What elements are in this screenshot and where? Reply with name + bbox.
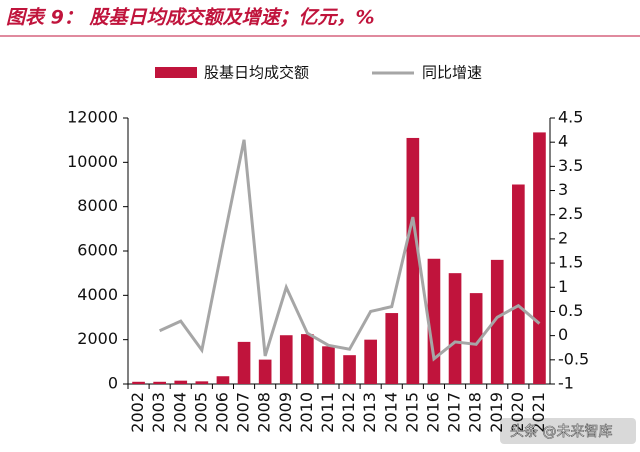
y-tick-label: 0: [108, 374, 118, 393]
bar: [406, 137, 420, 384]
y2-tick-label: 2.5: [558, 204, 583, 223]
y-tick-label: 4000: [77, 285, 118, 304]
y2-tick-label: -1: [558, 374, 574, 393]
bar: [174, 380, 188, 384]
x-tick-label: 2010: [297, 392, 316, 433]
x-tick-label: 2006: [212, 392, 231, 433]
y-tick-label: 10000: [67, 152, 118, 171]
x-tick-label: 2002: [128, 392, 147, 433]
bar: [195, 381, 209, 384]
y-tick-label: 2000: [77, 329, 118, 348]
y2-tick-label: 4: [558, 132, 568, 151]
y2-tick-label: 1.5: [558, 253, 583, 272]
legend-label: 股基日均成交额: [204, 64, 309, 82]
chart-title: 图表 9： 股基日均成交额及增速；亿元，%: [6, 7, 375, 29]
watermark-bg: [500, 418, 636, 444]
y-tick-label: 12000: [67, 108, 118, 127]
x-tick-label: 2014: [381, 392, 400, 433]
bar: [153, 381, 166, 384]
bar: [533, 132, 546, 384]
bar: [385, 313, 399, 384]
x-tick-label: 2008: [255, 392, 274, 433]
bar: [237, 341, 251, 384]
y-tick-label: 6000: [77, 241, 118, 260]
y2-tick-label: 2: [558, 228, 568, 247]
legend-swatch: [155, 67, 197, 78]
x-tick-label: 2004: [170, 392, 189, 433]
y2-tick-label: 4.5: [558, 108, 583, 127]
x-tick-label: 2016: [423, 392, 442, 433]
x-tick-label: 2012: [339, 392, 358, 433]
bar: [448, 273, 462, 384]
bar: [322, 346, 335, 384]
x-tick-label: 2005: [191, 392, 210, 433]
line: [159, 139, 541, 362]
y2-tick-label: 3.5: [558, 156, 583, 175]
bar: [469, 293, 483, 384]
x-tick-label: 2018: [466, 392, 485, 433]
bar: [512, 184, 525, 384]
bar: [343, 355, 356, 384]
y2-tick-label: 0.5: [558, 301, 583, 320]
x-tick-label: 2017: [445, 392, 464, 433]
x-tick-label: 2009: [276, 392, 295, 433]
x-tick-label: 2019: [487, 392, 506, 433]
bar: [490, 259, 504, 384]
y-tick-label: 8000: [77, 196, 118, 215]
bar: [301, 334, 314, 384]
y2-tick-label: 3: [558, 180, 568, 199]
y2-tick-label: -0.5: [558, 349, 589, 368]
bar: [132, 381, 145, 384]
legend-label: 同比增速: [422, 64, 482, 82]
watermark: 头条 @未来智库: [510, 423, 612, 440]
bar: [279, 335, 293, 384]
x-tick-label: 2020: [508, 392, 527, 433]
bar: [427, 258, 441, 384]
x-tick-label: 2007: [234, 392, 253, 433]
y2-tick-label: 1: [558, 277, 568, 296]
x-tick-label: 2021: [529, 392, 548, 433]
bar: [216, 376, 230, 384]
y2-tick-label: 0: [558, 325, 568, 344]
x-tick-label: 2003: [149, 392, 168, 433]
bar: [364, 339, 377, 384]
x-tick-label: 2011: [318, 392, 337, 433]
x-tick-label: 2013: [360, 392, 379, 433]
x-tick-label: 2015: [402, 392, 421, 433]
bar: [258, 359, 272, 384]
